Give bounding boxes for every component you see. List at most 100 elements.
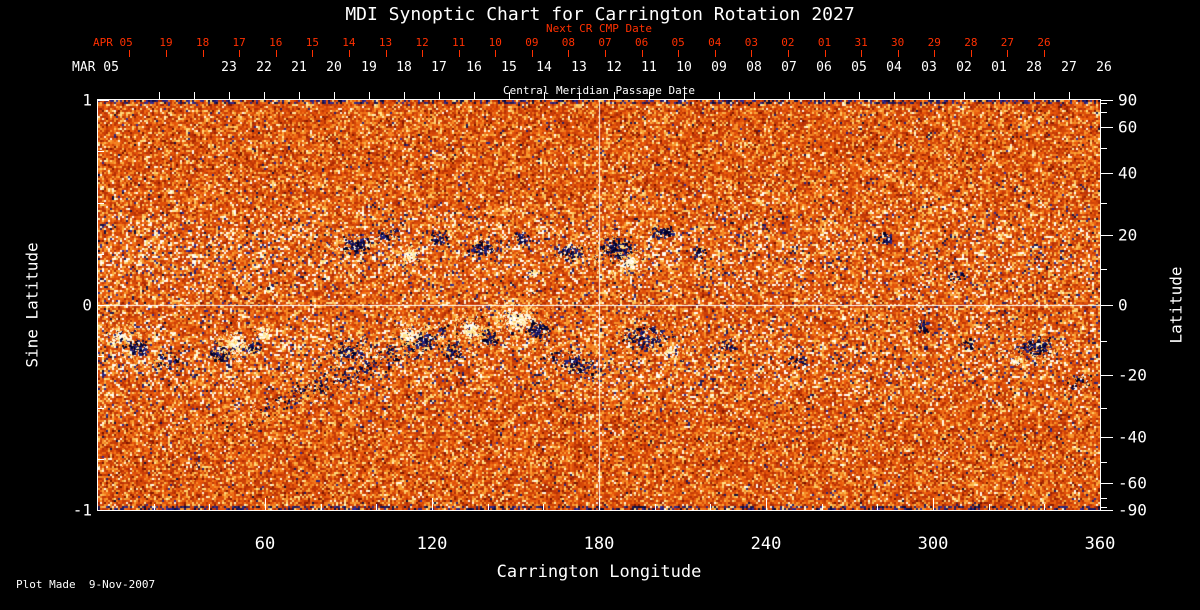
latitude-minor-tick — [1101, 506, 1107, 508]
cmp-date-label: 15 — [501, 60, 517, 75]
x-minor-tick — [209, 504, 211, 510]
sine-minor-tick — [98, 407, 104, 409]
next-cr-date-label: 08 — [561, 36, 576, 49]
x-major-tick — [599, 498, 600, 510]
cmp-date-tick — [334, 92, 335, 100]
latitude-major-tick — [1101, 173, 1113, 175]
cmp-date-axis-label: Central Meridian Passage Date — [502, 84, 696, 97]
x-major-tick — [1100, 498, 1101, 510]
next-cr-date-tick — [531, 50, 533, 57]
next-cr-date-label: 03 — [744, 36, 758, 49]
cmp-date-tick — [719, 92, 720, 100]
next-cr-date-label: 05 — [671, 36, 685, 49]
cmp-date-tick — [614, 92, 615, 100]
next-cr-date-label: 10 — [488, 36, 502, 49]
x-minor-tick — [988, 504, 990, 510]
next-cr-date-label: 19 — [159, 36, 173, 49]
latitude-minor-tick — [1101, 497, 1107, 499]
cmp-date-tick — [509, 92, 510, 100]
cmp-date-tick — [194, 92, 195, 100]
cmp-date-tick — [754, 92, 755, 100]
latitude-major-tick — [1101, 482, 1113, 484]
cmp-date-label: 19 — [361, 60, 377, 75]
latitude-minor-tick — [1101, 202, 1107, 204]
sine-minor-tick — [98, 202, 104, 204]
next-cr-date-label: 26 — [1037, 36, 1051, 49]
next-cr-date-label: 16 — [269, 36, 283, 49]
next-cr-date-tick — [897, 50, 899, 57]
next-cr-date-label: 04 — [708, 36, 722, 49]
next-cr-date-tick — [787, 50, 789, 57]
sine-latitude-tick-label: 0 — [82, 295, 92, 315]
sine-minor-tick — [98, 151, 104, 153]
cmp-date-tick — [229, 92, 230, 100]
next-cr-date-label: 09 — [525, 36, 539, 49]
cmp-date-label: 26 — [1096, 60, 1112, 75]
x-minor-tick — [821, 504, 823, 510]
next-cr-date-label: 31 — [854, 36, 868, 49]
cmp-date-tick — [439, 92, 440, 100]
latitude-tick-label: 60 — [1118, 117, 1138, 137]
next-cr-date-label: 07 — [598, 36, 612, 49]
sine-major-tick — [98, 305, 109, 306]
next-cr-date-tick — [641, 50, 643, 57]
next-cr-date-label: 29 — [927, 36, 941, 49]
latitude-minor-tick — [1101, 147, 1107, 149]
next-cr-date-tick — [348, 50, 350, 57]
latitude-minor-tick — [1101, 269, 1107, 271]
x-tick-label: 300 — [917, 534, 949, 554]
cmp-date-label: 07 — [781, 60, 797, 75]
plot-frame — [97, 99, 1101, 511]
x-minor-tick — [487, 504, 489, 510]
sine-latitude-tick-label: 1 — [82, 90, 92, 110]
x-minor-tick — [654, 504, 656, 510]
latitude-major-tick — [1101, 127, 1113, 129]
latitude-minor-tick — [1101, 340, 1107, 342]
next-cr-date-tick — [312, 50, 314, 57]
cmp-date-tick — [1034, 92, 1035, 100]
next-cr-date-tick — [202, 50, 204, 57]
plot-made-timestamp: Plot Made 9-Nov-2007 — [16, 578, 156, 591]
latitude-tick-label: -60 — [1118, 473, 1147, 493]
next-cr-date-label: 28 — [964, 36, 978, 49]
latitude-major-tick — [1101, 510, 1113, 511]
next-cr-date-label: 02 — [781, 36, 795, 49]
x-tick-label: 60 — [254, 534, 276, 554]
x-minor-tick — [320, 504, 322, 510]
cmp-date-tick — [544, 92, 545, 100]
next-cr-date-tick — [239, 50, 241, 57]
cmp-date-label: 23 — [221, 60, 237, 75]
cmp-date-label: 06 — [816, 60, 832, 75]
x-minor-tick — [376, 504, 378, 510]
latitude-major-tick — [1101, 375, 1113, 377]
sine-minor-tick — [98, 458, 104, 460]
latitude-tick-label: -90 — [1118, 500, 1147, 520]
cmp-date-label: 28 — [1026, 60, 1042, 75]
next-cr-date-tick — [495, 50, 497, 57]
cmp-date-label: 27 — [1061, 60, 1077, 75]
cmp-date-tick — [369, 92, 370, 100]
latitude-major-tick — [1101, 436, 1113, 438]
latitude-minor-tick — [1101, 407, 1107, 409]
next-cr-date-label: 18 — [195, 36, 210, 49]
sine-major-tick — [98, 100, 109, 101]
latitude-tick-label: 90 — [1118, 90, 1138, 110]
x-tick-label: 240 — [750, 534, 782, 554]
x-major-tick — [766, 498, 767, 510]
next-cr-date-label: 15 — [305, 36, 319, 49]
cmp-date-tick — [894, 92, 895, 100]
cmp-date-label: 05 — [851, 60, 867, 75]
latitude-tick-label: 20 — [1118, 225, 1138, 245]
next-cr-date-tick — [129, 50, 131, 57]
sine-latitude-axis-title: Sine Latitude — [22, 242, 42, 368]
magnetogram-heatmap — [98, 100, 1100, 510]
cmp-date-label: 04 — [886, 60, 902, 75]
cmp-date-label: 02 — [956, 60, 972, 75]
sine-latitude-tick-label: -1 — [72, 500, 92, 520]
cmp-date-label: 09 — [711, 60, 727, 75]
chart-title: MDI Synoptic Chart for Carrington Rotati… — [345, 4, 855, 25]
cmp-date-tick — [299, 92, 300, 100]
x-minor-tick — [877, 504, 879, 510]
cmp-date-label: 17 — [431, 60, 447, 75]
